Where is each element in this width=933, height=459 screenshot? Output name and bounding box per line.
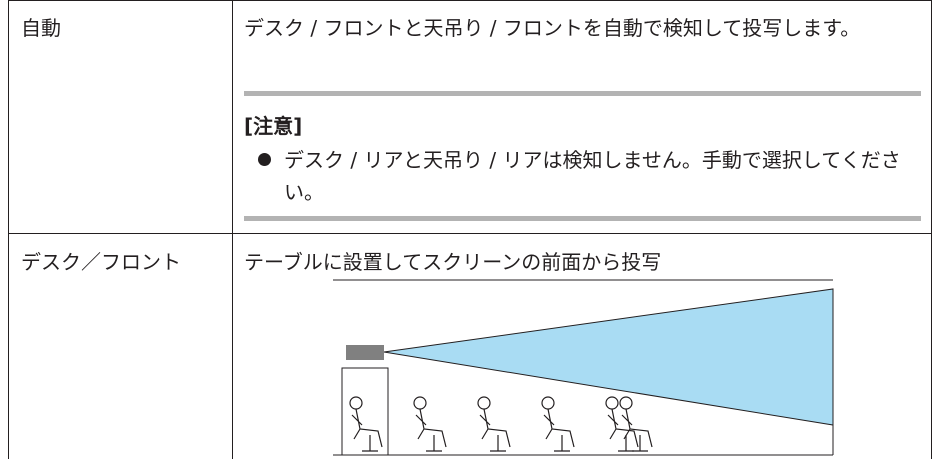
audience [349,396,653,452]
projector [346,345,384,360]
row-label: デスク／フロント [21,250,181,274]
bullet [258,153,271,166]
row-label: 自動 [21,16,61,40]
table-border [931,0,932,459]
table-border [8,0,9,459]
row-description: テーブルに設置してスクリーンの前面から投写 [244,250,662,274]
table-border [8,0,932,1]
note-rule [244,91,921,96]
illustration [333,279,834,456]
projection-beam [383,288,834,426]
table [341,367,389,456]
row-divider [8,233,932,234]
note-item: デスク / リアと天吊り / リアは検知しません。手動で選択してください。 [284,148,901,204]
note-rule [244,216,921,221]
note-title: [注意] [244,114,303,138]
row-description: デスク / フロントと天吊り / フロントを自動で検知して投写します。 [244,16,861,40]
table-border [232,0,233,459]
